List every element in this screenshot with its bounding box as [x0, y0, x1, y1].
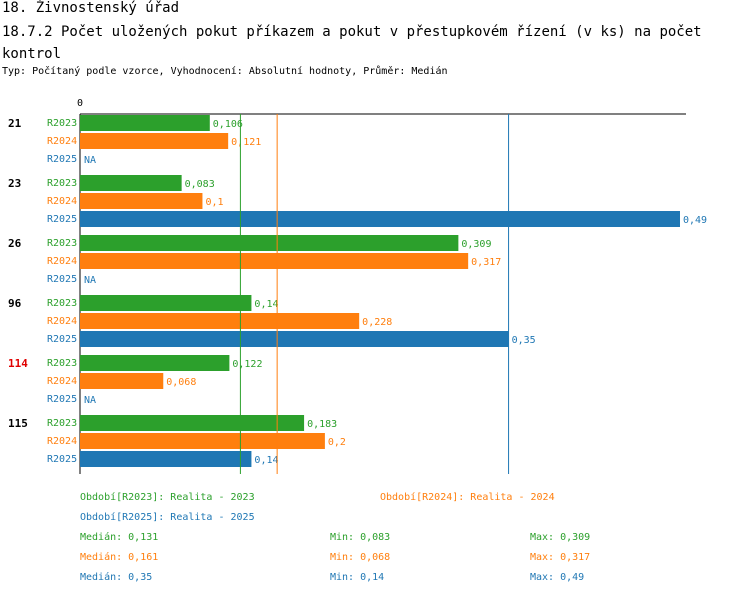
series-label-R2025-23: R2025 — [47, 214, 77, 225]
series-label-R2025-96: R2025 — [47, 334, 77, 345]
series-label-R2025-21: R2025 — [47, 154, 77, 165]
bar-R2024-114 — [80, 373, 164, 389]
value-label-R2025-115: 0,14 — [254, 455, 278, 466]
value-label-R2023-23: 0,083 — [185, 179, 215, 190]
section-title: 18. Živnostenský úřad — [2, 0, 180, 16]
series-label-R2025-115: R2025 — [47, 454, 77, 465]
value-label-R2025-26: NA — [84, 275, 96, 286]
value-label-R2024-115: 0,2 — [328, 437, 346, 448]
bar-R2023-23 — [80, 175, 182, 191]
bar-R2025-96 — [80, 331, 509, 347]
value-label-R2023-115: 0,183 — [307, 419, 337, 430]
bar-R2024-115 — [80, 433, 325, 449]
category-label-21: 21 — [8, 117, 22, 130]
series-label-R2023-21: R2023 — [47, 118, 77, 129]
series-label-R2024-115: R2024 — [47, 436, 77, 447]
value-label-R2023-21: 0,106 — [213, 119, 243, 130]
value-label-R2025-96: 0,35 — [512, 335, 536, 346]
category-label-115: 115 — [8, 417, 28, 430]
category-label-23: 23 — [8, 177, 21, 190]
value-label-R2025-114: NA — [84, 395, 96, 406]
series-label-R2024-114: R2024 — [47, 376, 77, 387]
legend-min-R2025: Min: 0,14 — [330, 572, 384, 583]
series-label-R2025-114: R2025 — [47, 394, 77, 405]
legend-period-R2023: Období[R2023]: Realita - 2023 — [80, 491, 255, 503]
series-label-R2023-23: R2023 — [47, 178, 77, 189]
bar-R2025-23 — [80, 211, 680, 227]
series-label-R2024-96: R2024 — [47, 316, 77, 327]
value-label-R2024-114: 0,068 — [166, 377, 196, 388]
bar-R2023-114 — [80, 355, 230, 371]
bar-R2023-96 — [80, 295, 252, 311]
bar-R2025-115 — [80, 451, 252, 467]
series-label-R2025-26: R2025 — [47, 274, 77, 285]
value-label-R2024-96: 0,228 — [362, 317, 392, 328]
legend-median-R2024: Medián: 0,161 — [80, 551, 158, 563]
legend-median-R2023: Medián: 0,131 — [80, 531, 158, 543]
series-label-R2024-23: R2024 — [47, 196, 77, 207]
legend-period-R2025: Období[R2025]: Realita - 2025 — [80, 511, 255, 523]
chart-subtitle: Typ: Počítaný podle vzorce, Vyhodnocení:… — [2, 66, 448, 77]
legend-period-R2024: Období[R2024]: Realita - 2024 — [380, 491, 555, 503]
value-label-R2024-26: 0,317 — [471, 257, 501, 268]
bar-R2024-23 — [80, 193, 203, 209]
bar-R2023-115 — [80, 415, 305, 431]
legend-max-R2024: Max: 0,317 — [530, 552, 590, 563]
legend-median-R2025: Medián: 0,35 — [80, 571, 152, 583]
legend-max-R2023: Max: 0,309 — [530, 532, 590, 543]
axis-zero-label: 0 — [77, 98, 83, 109]
value-label-R2023-26: 0,309 — [461, 239, 491, 250]
series-label-R2023-26: R2023 — [47, 238, 77, 249]
value-label-R2023-114: 0,122 — [232, 359, 262, 370]
value-label-R2023-96: 0,14 — [254, 299, 278, 310]
series-label-R2023-114: R2023 — [47, 358, 77, 369]
series-label-R2023-96: R2023 — [47, 298, 77, 309]
category-label-26: 26 — [8, 237, 22, 250]
bar-R2024-26 — [80, 253, 469, 269]
bar-R2023-26 — [80, 235, 459, 251]
category-label-96: 96 — [8, 297, 22, 310]
value-label-R2024-21: 0,121 — [231, 137, 261, 148]
value-label-R2025-21: NA — [84, 155, 96, 166]
bar-R2024-21 — [80, 133, 229, 149]
legend-max-R2025: Max: 0,49 — [530, 572, 584, 583]
legend-min-R2023: Min: 0,083 — [330, 532, 390, 543]
legend-min-R2024: Min: 0,068 — [330, 552, 390, 563]
value-label-R2025-23: 0,49 — [683, 215, 707, 226]
category-label-114: 114 — [8, 357, 28, 370]
series-label-R2024-21: R2024 — [47, 136, 77, 147]
value-label-R2024-23: 0,1 — [205, 197, 223, 208]
series-label-R2023-115: R2023 — [47, 418, 77, 429]
series-label-R2024-26: R2024 — [47, 256, 77, 267]
bar-R2024-96 — [80, 313, 360, 329]
bar-R2023-21 — [80, 115, 210, 131]
chart-title: 18.7.2 Počet uložených pokut příkazem a … — [2, 24, 702, 62]
